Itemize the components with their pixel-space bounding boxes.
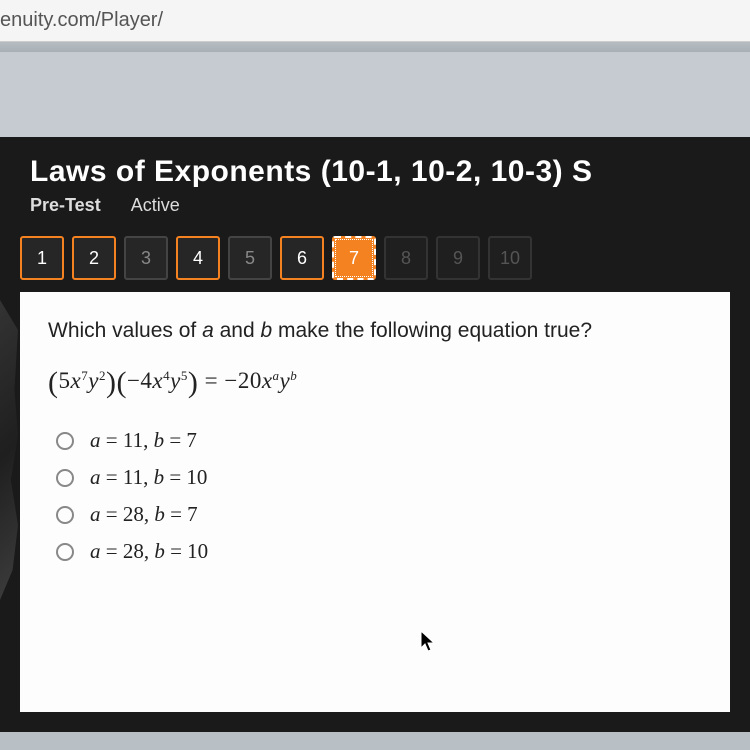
tab-pretest[interactable]: Pre-Test [30, 195, 101, 216]
exp-a: a [273, 368, 280, 383]
x2: x [152, 368, 163, 393]
url-text: enuity.com/Player/ [0, 9, 163, 32]
prompt-post: make the following equation true? [272, 319, 592, 342]
prompt-mid: and [214, 319, 261, 342]
exp2: 2 [99, 368, 106, 383]
header-tabs: Pre-Test Active [30, 195, 750, 216]
window-gap [0, 52, 750, 137]
y1: y [88, 368, 99, 393]
question-nav: 12345678910 [0, 228, 750, 292]
page-title: Laws of Exponents (10-1, 10-2, 10-3) S [30, 155, 750, 189]
question-nav-9[interactable]: 9 [436, 236, 480, 280]
equals: = [198, 368, 224, 393]
tab-active[interactable]: Active [131, 195, 180, 216]
content-wrap: Which values of a and b make the followi… [0, 292, 750, 732]
rparen1: ) [106, 366, 117, 399]
browser-chrome-divider [0, 42, 750, 52]
option-text: a = 11, b = 10 [90, 465, 207, 490]
rparen2: ) [188, 366, 199, 399]
rhs-coef: −20 [224, 368, 261, 393]
radio-icon[interactable] [56, 543, 74, 561]
answer-option-4[interactable]: a = 28, b = 10 [56, 539, 702, 564]
option-text: a = 11, b = 7 [90, 428, 197, 453]
answer-option-2[interactable]: a = 11, b = 10 [56, 465, 702, 490]
question-nav-10[interactable]: 10 [488, 236, 532, 280]
question-panel: Which values of a and b make the followi… [20, 292, 730, 712]
question-nav-6[interactable]: 6 [280, 236, 324, 280]
lparen1: ( [48, 366, 59, 399]
question-prompt: Which values of a and b make the followi… [48, 317, 702, 344]
option-text: a = 28, b = 10 [90, 539, 208, 564]
question-nav-7[interactable]: 7 [332, 236, 376, 280]
equation: (5x7y2)(−4x4y5) = −20xayb [48, 366, 702, 400]
answer-option-3[interactable]: a = 28, b = 7 [56, 502, 702, 527]
radio-icon[interactable] [56, 506, 74, 524]
y3: y [280, 368, 291, 393]
neg4: −4 [127, 368, 152, 393]
option-text: a = 28, b = 7 [90, 502, 198, 527]
question-nav-2[interactable]: 2 [72, 236, 116, 280]
question-nav-1[interactable]: 1 [20, 236, 64, 280]
app-header: Laws of Exponents (10-1, 10-2, 10-3) S P… [0, 137, 750, 228]
question-nav-5[interactable]: 5 [228, 236, 272, 280]
radio-icon[interactable] [56, 432, 74, 450]
prompt-pre: Which values of [48, 319, 202, 342]
var-b: b [260, 319, 272, 342]
question-nav-3[interactable]: 3 [124, 236, 168, 280]
question-nav-4[interactable]: 4 [176, 236, 220, 280]
radio-icon[interactable] [56, 469, 74, 487]
browser-url-bar[interactable]: enuity.com/Player/ [0, 0, 750, 42]
question-nav-8[interactable]: 8 [384, 236, 428, 280]
var-a: a [202, 319, 214, 342]
exp-b: b [290, 368, 297, 383]
x1: x [71, 368, 82, 393]
lparen2: ( [116, 366, 127, 399]
y2: y [170, 368, 181, 393]
coef1: 5 [59, 368, 71, 393]
answer-option-1[interactable]: a = 11, b = 7 [56, 428, 702, 453]
exp4: 5 [181, 368, 188, 383]
x3: x [262, 368, 273, 393]
answer-options: a = 11, b = 7 a = 11, b = 10 a = 28, b = 7… [56, 428, 702, 564]
